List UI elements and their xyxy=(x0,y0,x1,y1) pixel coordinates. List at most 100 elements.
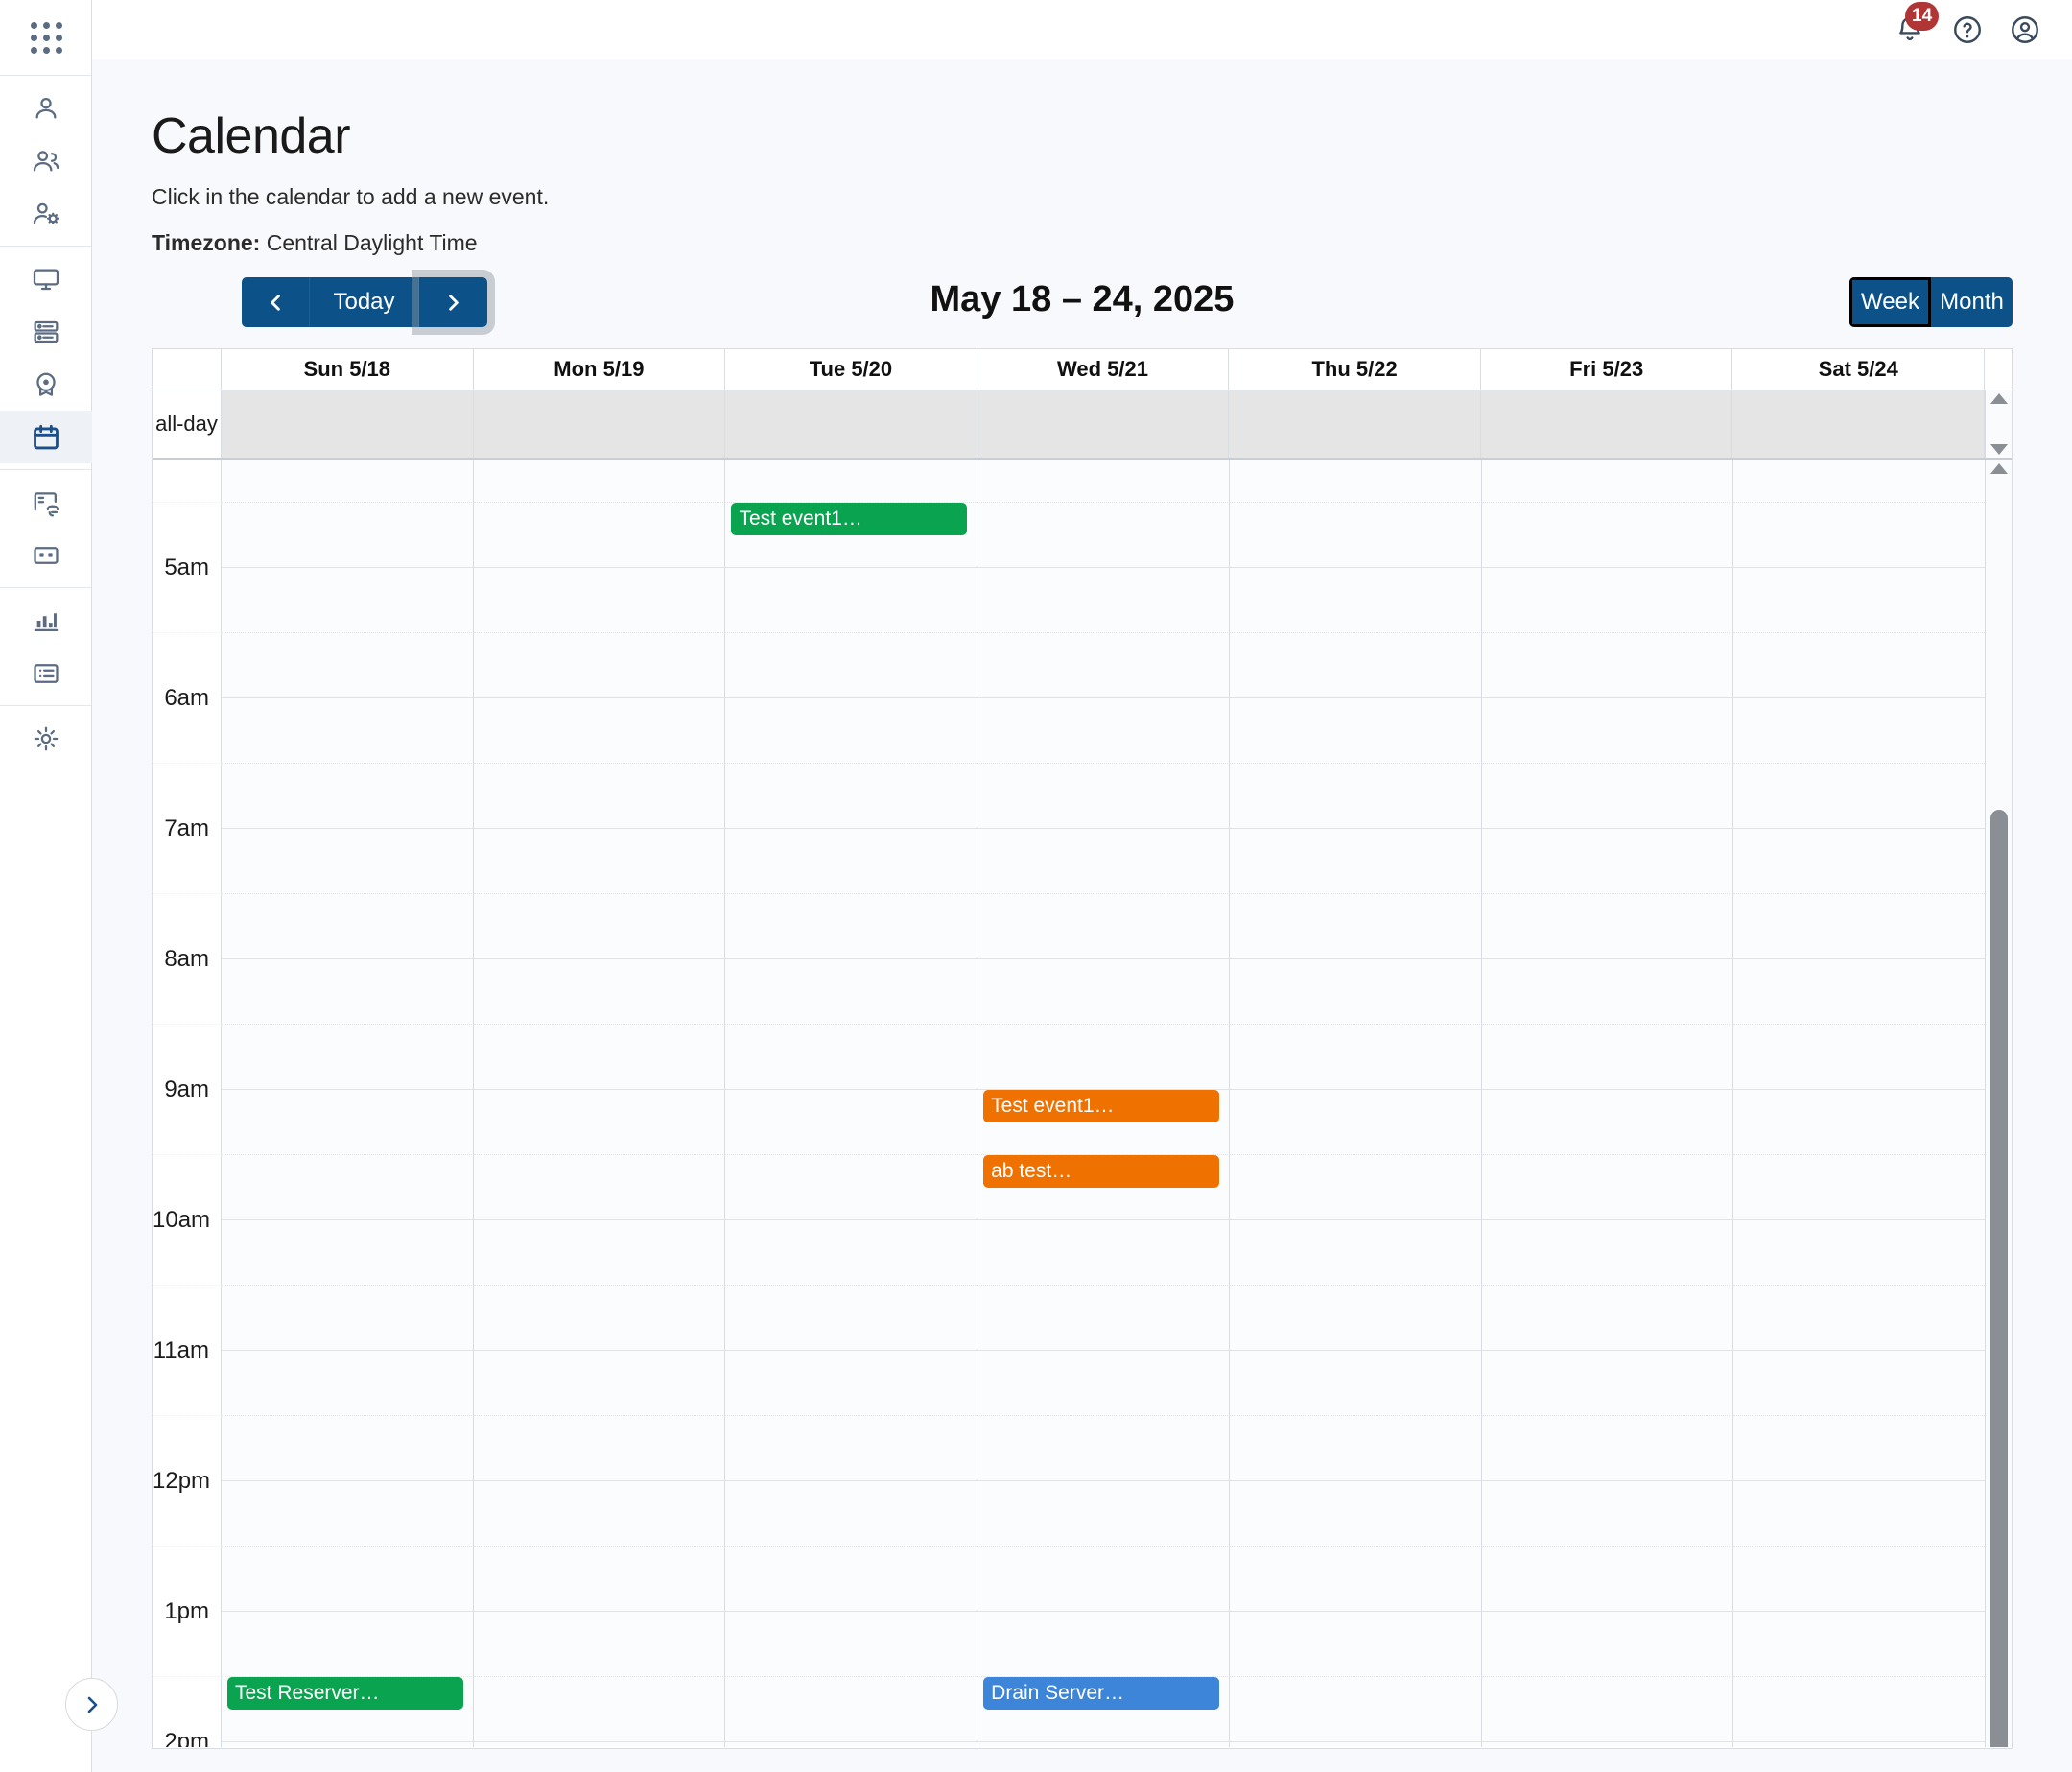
time-slot-cell[interactable] xyxy=(473,763,726,828)
time-slot-cell[interactable] xyxy=(1229,632,1482,697)
time-slot-cell[interactable] xyxy=(725,763,978,828)
help-button[interactable] xyxy=(1951,13,1984,46)
time-slot-cell[interactable] xyxy=(977,697,1230,763)
sidebar-item-user[interactable] xyxy=(0,82,92,134)
time-slot-cell[interactable] xyxy=(1733,828,1985,893)
time-slot-cell[interactable] xyxy=(1229,1219,1482,1285)
time-slot-cell[interactable] xyxy=(725,1154,978,1219)
time-slot-cell[interactable] xyxy=(222,828,474,893)
time-slot-cell[interactable] xyxy=(1733,502,1985,567)
time-slot-cell[interactable] xyxy=(1229,460,1482,502)
all-day-cell-sat[interactable] xyxy=(1732,390,1986,458)
time-slot-cell[interactable] xyxy=(725,1676,978,1741)
time-slot-cell[interactable] xyxy=(1733,1611,1985,1676)
time-slot-cell[interactable] xyxy=(1733,958,1985,1024)
time-slot-cell[interactable] xyxy=(1481,1415,1734,1480)
time-slot-cell[interactable] xyxy=(1229,1611,1482,1676)
time-slot-cell[interactable]: ab test… xyxy=(977,1154,1230,1219)
time-slot-cell[interactable] xyxy=(1733,632,1985,697)
time-slot-cell[interactable] xyxy=(1229,763,1482,828)
time-slot-cell[interactable] xyxy=(222,1024,474,1089)
time-slot-cell[interactable] xyxy=(473,1350,726,1415)
time-slot-cell[interactable] xyxy=(473,893,726,958)
time-slot-cell[interactable] xyxy=(1229,893,1482,958)
time-slot-cell[interactable] xyxy=(1733,1415,1985,1480)
sidebar-item-reports[interactable] xyxy=(0,594,92,647)
time-slot-cell[interactable] xyxy=(473,1285,726,1350)
time-slot-cell[interactable] xyxy=(977,460,1230,502)
time-slot-cell[interactable] xyxy=(977,1480,1230,1546)
time-slot-cell[interactable] xyxy=(725,567,978,632)
time-slot-cell[interactable] xyxy=(1229,502,1482,567)
time-slot-cell[interactable] xyxy=(473,828,726,893)
time-slot-cell[interactable] xyxy=(725,1219,978,1285)
time-slot-cell[interactable] xyxy=(1481,632,1734,697)
calendar-event[interactable]: Test event1… xyxy=(983,1090,1219,1122)
time-slot-cell[interactable] xyxy=(1481,1350,1734,1415)
time-slot-cell[interactable] xyxy=(1481,1024,1734,1089)
time-slot-cell[interactable] xyxy=(725,1611,978,1676)
time-slot-cell[interactable]: Test Reserver… xyxy=(222,1676,474,1741)
time-slot-cell[interactable]: Test event1… xyxy=(725,502,978,567)
time-slot-cell[interactable] xyxy=(1481,567,1734,632)
sidebar-item-grid-card[interactable] xyxy=(0,529,92,581)
time-slot-cell[interactable] xyxy=(1733,460,1985,502)
time-slot-cell[interactable] xyxy=(473,632,726,697)
time-grid[interactable]: 4am Test event1… 5am 6am 7am 8am 9am Test event… xyxy=(153,460,1985,1747)
time-slot-cell[interactable] xyxy=(1481,697,1734,763)
time-slot-cell[interactable] xyxy=(725,460,978,502)
time-slot-cell[interactable] xyxy=(1481,958,1734,1024)
time-slot-cell[interactable] xyxy=(725,1285,978,1350)
time-slot-cell[interactable] xyxy=(1229,1415,1482,1480)
time-slot-cell[interactable] xyxy=(977,1415,1230,1480)
time-slot-cell[interactable] xyxy=(977,893,1230,958)
time-slot-cell[interactable] xyxy=(222,567,474,632)
time-slot-cell[interactable] xyxy=(222,1219,474,1285)
time-slot-cell[interactable] xyxy=(725,828,978,893)
time-slot-cell[interactable] xyxy=(1733,893,1985,958)
time-slot-cell[interactable] xyxy=(1229,828,1482,893)
time-slot-cell[interactable] xyxy=(1733,567,1985,632)
time-slot-cell[interactable] xyxy=(977,502,1230,567)
time-slot-cell[interactable] xyxy=(725,1415,978,1480)
time-slot-cell[interactable] xyxy=(977,1741,1230,1747)
calendar-event[interactable]: Drain Server… xyxy=(983,1677,1219,1710)
time-slot-cell[interactable] xyxy=(1733,1089,1985,1154)
time-slot-cell[interactable] xyxy=(977,1024,1230,1089)
all-day-scroll-down-arrow[interactable] xyxy=(1990,444,2008,455)
time-slot-cell[interactable] xyxy=(222,1089,474,1154)
time-slot-cell[interactable] xyxy=(725,1024,978,1089)
time-slot-cell[interactable] xyxy=(1481,502,1734,567)
time-slot-cell[interactable] xyxy=(725,1480,978,1546)
all-day-cell-sun[interactable] xyxy=(222,390,474,458)
time-slot-cell[interactable] xyxy=(1733,1285,1985,1350)
calendar-event[interactable]: ab test… xyxy=(983,1155,1219,1188)
time-slot-cell[interactable] xyxy=(1481,1480,1734,1546)
time-slot-cell[interactable] xyxy=(473,1611,726,1676)
time-slot-cell[interactable] xyxy=(1229,1350,1482,1415)
all-day-cell-mon[interactable] xyxy=(473,390,726,458)
time-slot-cell[interactable] xyxy=(977,1285,1230,1350)
time-slot-cell[interactable] xyxy=(977,828,1230,893)
time-slot-cell[interactable] xyxy=(222,958,474,1024)
expand-sidebar-button[interactable] xyxy=(65,1678,118,1731)
time-slot-cell[interactable] xyxy=(725,1350,978,1415)
time-slot-cell[interactable] xyxy=(473,1546,726,1611)
time-slot-cell[interactable] xyxy=(473,1154,726,1219)
time-slot-cell[interactable] xyxy=(1229,1089,1482,1154)
time-slot-cell[interactable] xyxy=(1481,763,1734,828)
time-slot-cell[interactable] xyxy=(1733,1350,1985,1415)
time-slot-cell[interactable] xyxy=(1481,1676,1734,1741)
time-slot-cell[interactable] xyxy=(1229,1676,1482,1741)
time-slot-cell[interactable] xyxy=(473,502,726,567)
time-slot-cell[interactable] xyxy=(473,1089,726,1154)
time-slot-cell[interactable] xyxy=(222,1154,474,1219)
time-grid-scrollbar[interactable] xyxy=(1985,460,2012,1747)
sidebar-item-user-settings[interactable] xyxy=(0,187,92,240)
time-slot-cell[interactable] xyxy=(1229,1480,1482,1546)
time-slot-cell[interactable]: Test event1… xyxy=(977,1089,1230,1154)
time-slot-cell[interactable] xyxy=(1733,1741,1985,1747)
time-slot-cell[interactable] xyxy=(725,893,978,958)
time-slot-cell[interactable] xyxy=(222,1285,474,1350)
time-slot-cell[interactable] xyxy=(1481,1089,1734,1154)
